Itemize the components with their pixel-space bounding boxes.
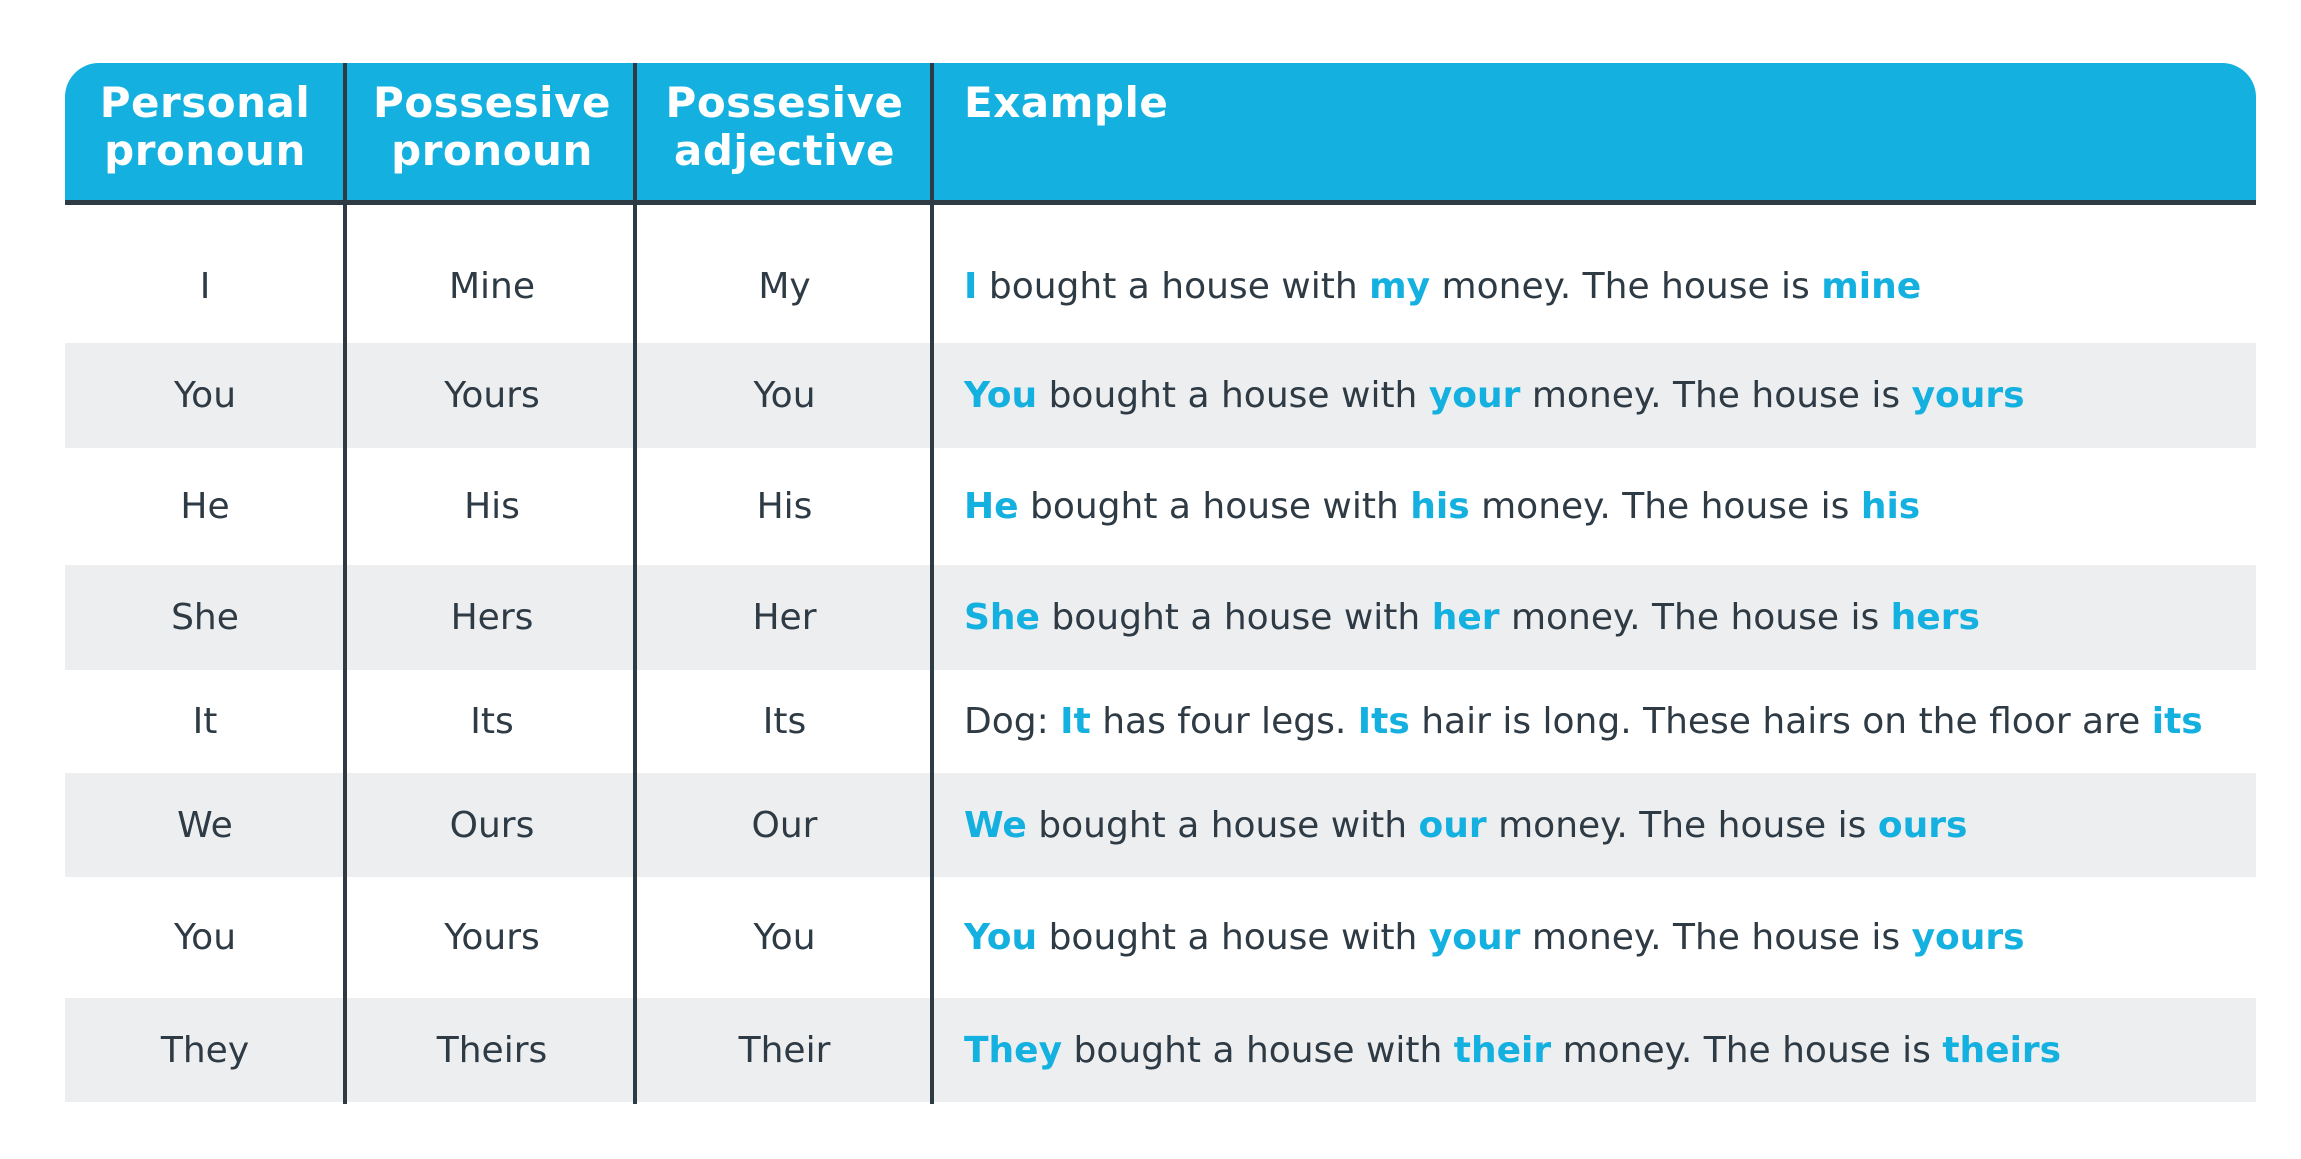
cell-example: You bought a house with your money. The … [964,343,2254,448]
example-text: money. The house is [1486,804,1878,846]
highlighted-pronoun: their [1453,1029,1552,1071]
cell-possessive-pronoun: Ours [449,804,535,846]
highlighted-pronoun: theirs [1942,1029,2062,1071]
example-text: money. The house is [1469,486,1861,527]
highlighted-pronoun: hers [1890,597,1980,638]
example-text: Dog: [964,701,1061,742]
highlighted-pronoun: They [964,1029,1063,1071]
cell-example: We bought a house with our money. The ho… [964,773,2254,877]
example-text: bought a house with [1037,375,1429,416]
column-divider [633,63,637,1104]
highlighted-pronoun: yours [1911,917,2025,958]
highlighted-pronoun: my [1369,265,1431,307]
table-row: He His His He bought a house with his money… [65,448,2256,565]
example-text: bought a house with [977,265,1370,307]
highlighted-pronoun: his [1860,486,1921,527]
table-row: You Yours You You bought a house with your … [65,877,2256,998]
highlighted-pronoun: yours [1911,375,2025,416]
table-row: She Hers Her She bought a house with her mo… [65,565,2256,670]
example-text: money. The house is [1520,917,1912,958]
header-possessive-adjective: Possesive adjective [665,78,904,175]
cell-possessive-pronoun: Its [470,701,514,742]
cell-example: They bought a house with their money. Th… [964,998,2254,1102]
example-text: bought a house with [1039,597,1432,638]
cell-example: He bought a house with his money. The ho… [964,448,2254,565]
cell-possessive-pronoun: Yours [444,917,540,958]
cell-possessive-adjective: You [753,917,816,958]
table-row: I Mine My I bought a house with my money. T… [65,205,2256,343]
highlighted-pronoun: your [1428,917,1521,958]
highlighted-pronoun: You [964,917,1038,958]
example-text: money. The house is [1499,597,1891,638]
column-divider [343,63,347,1104]
highlighted-pronoun: its [2151,701,2203,742]
example-text: bought a house with [1062,1029,1454,1071]
highlighted-pronoun: She [964,597,1040,638]
cell-possessive-adjective: Their [738,1029,831,1071]
highlighted-pronoun: We [964,804,1027,846]
highlighted-pronoun: her [1431,597,1500,638]
cell-personal-pronoun: We [177,804,233,846]
header-possessive-pronoun: Possesive pronoun [373,78,611,175]
table-row: They Theirs Their They bought a house with … [65,998,2256,1102]
header-personal-pronoun: Personal pronoun [99,78,311,175]
cell-possessive-adjective: Her [752,597,817,638]
cell-personal-pronoun: It [192,701,218,742]
example-text: hair is long. These hairs on the floor a… [1409,701,2152,742]
cell-personal-pronoun: She [171,597,239,638]
cell-example: You bought a house with your money. The … [964,877,2254,998]
example-text: money. The house is [1430,265,1822,307]
table-row: It Its Its Dog: It has four legs. Its hair … [65,670,2256,773]
cell-possessive-pronoun: Hers [450,597,534,638]
column-divider [930,63,934,1104]
highlighted-pronoun: I [964,265,978,307]
example-text: bought a house with [1018,486,1411,527]
cell-personal-pronoun: He [180,486,230,527]
highlighted-pronoun: our [1418,804,1487,846]
cell-example: I bought a house with my money. The hous… [964,205,2254,355]
highlighted-pronoun: mine [1821,265,1922,307]
header-example: Example [964,78,1169,127]
example-text: bought a house with [1026,804,1419,846]
highlighted-pronoun: his [1410,486,1470,527]
highlighted-pronoun: ours [1877,804,1968,846]
cell-possessive-adjective: You [753,375,816,416]
example-text: money. The house is [1520,375,1912,416]
cell-possessive-adjective: Its [762,701,807,742]
cell-personal-pronoun: I [199,265,211,307]
cell-possessive-pronoun: His [464,486,520,527]
example-text: has four legs. [1090,701,1358,742]
table-row: We Ours Our We bought a house with our mone… [65,773,2256,877]
cell-possessive-adjective: My [758,265,811,307]
table-row: You Yours You You bought a house with your … [65,343,2256,448]
cell-example: Dog: It has four legs. Its hair is long.… [964,670,2254,773]
table-header: Personal pronoun Possesive pronoun Posse… [65,63,2256,205]
highlighted-pronoun: It [1060,701,1091,742]
cell-example: She bought a house with her money. The h… [964,565,2254,670]
cell-possessive-adjective: Our [751,804,818,846]
highlighted-pronoun: He [964,486,1019,527]
cell-possessive-pronoun: Mine [448,265,536,307]
cell-possessive-adjective: His [756,486,813,527]
cell-personal-pronoun: You [173,375,237,416]
highlighted-pronoun: your [1428,375,1521,416]
example-text: money. The house is [1551,1029,1943,1071]
cell-personal-pronoun: You [173,917,237,958]
cell-possessive-pronoun: Yours [444,375,540,416]
cell-possessive-pronoun: Theirs [436,1029,548,1071]
example-text: bought a house with [1037,917,1429,958]
cell-personal-pronoun: They [160,1029,250,1071]
highlighted-pronoun: Its [1357,701,1410,742]
highlighted-pronoun: You [964,375,1038,416]
